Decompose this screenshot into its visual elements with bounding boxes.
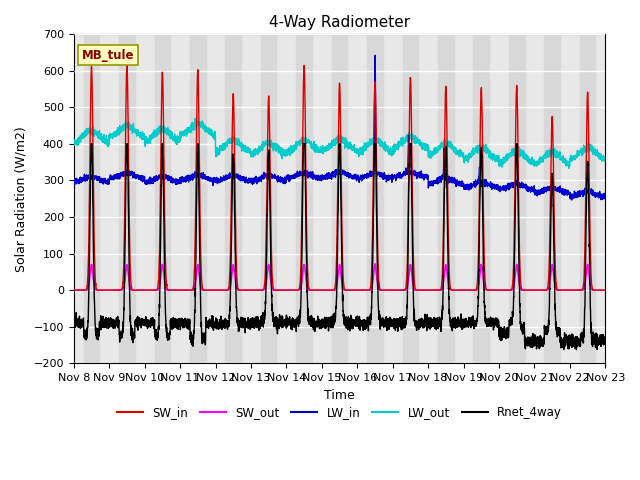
Legend: SW_in, SW_out, LW_in, LW_out, Rnet_4way: SW_in, SW_out, LW_in, LW_out, Rnet_4way bbox=[112, 401, 567, 423]
Bar bbox=[190, 34, 205, 363]
Bar bbox=[296, 34, 312, 363]
Bar bbox=[367, 34, 383, 363]
Bar bbox=[225, 34, 241, 363]
Bar bbox=[509, 34, 525, 363]
Y-axis label: Solar Radiation (W/m2): Solar Radiation (W/m2) bbox=[15, 126, 28, 272]
Bar bbox=[545, 34, 560, 363]
X-axis label: Time: Time bbox=[324, 389, 355, 402]
Bar bbox=[119, 34, 135, 363]
Bar bbox=[155, 34, 170, 363]
Bar bbox=[438, 34, 454, 363]
Bar bbox=[261, 34, 276, 363]
Text: MB_tule: MB_tule bbox=[82, 49, 134, 62]
Bar bbox=[474, 34, 489, 363]
Bar bbox=[84, 34, 99, 363]
Title: 4-Way Radiometer: 4-Way Radiometer bbox=[269, 15, 410, 30]
Bar bbox=[403, 34, 418, 363]
Bar bbox=[580, 34, 595, 363]
Bar bbox=[332, 34, 348, 363]
